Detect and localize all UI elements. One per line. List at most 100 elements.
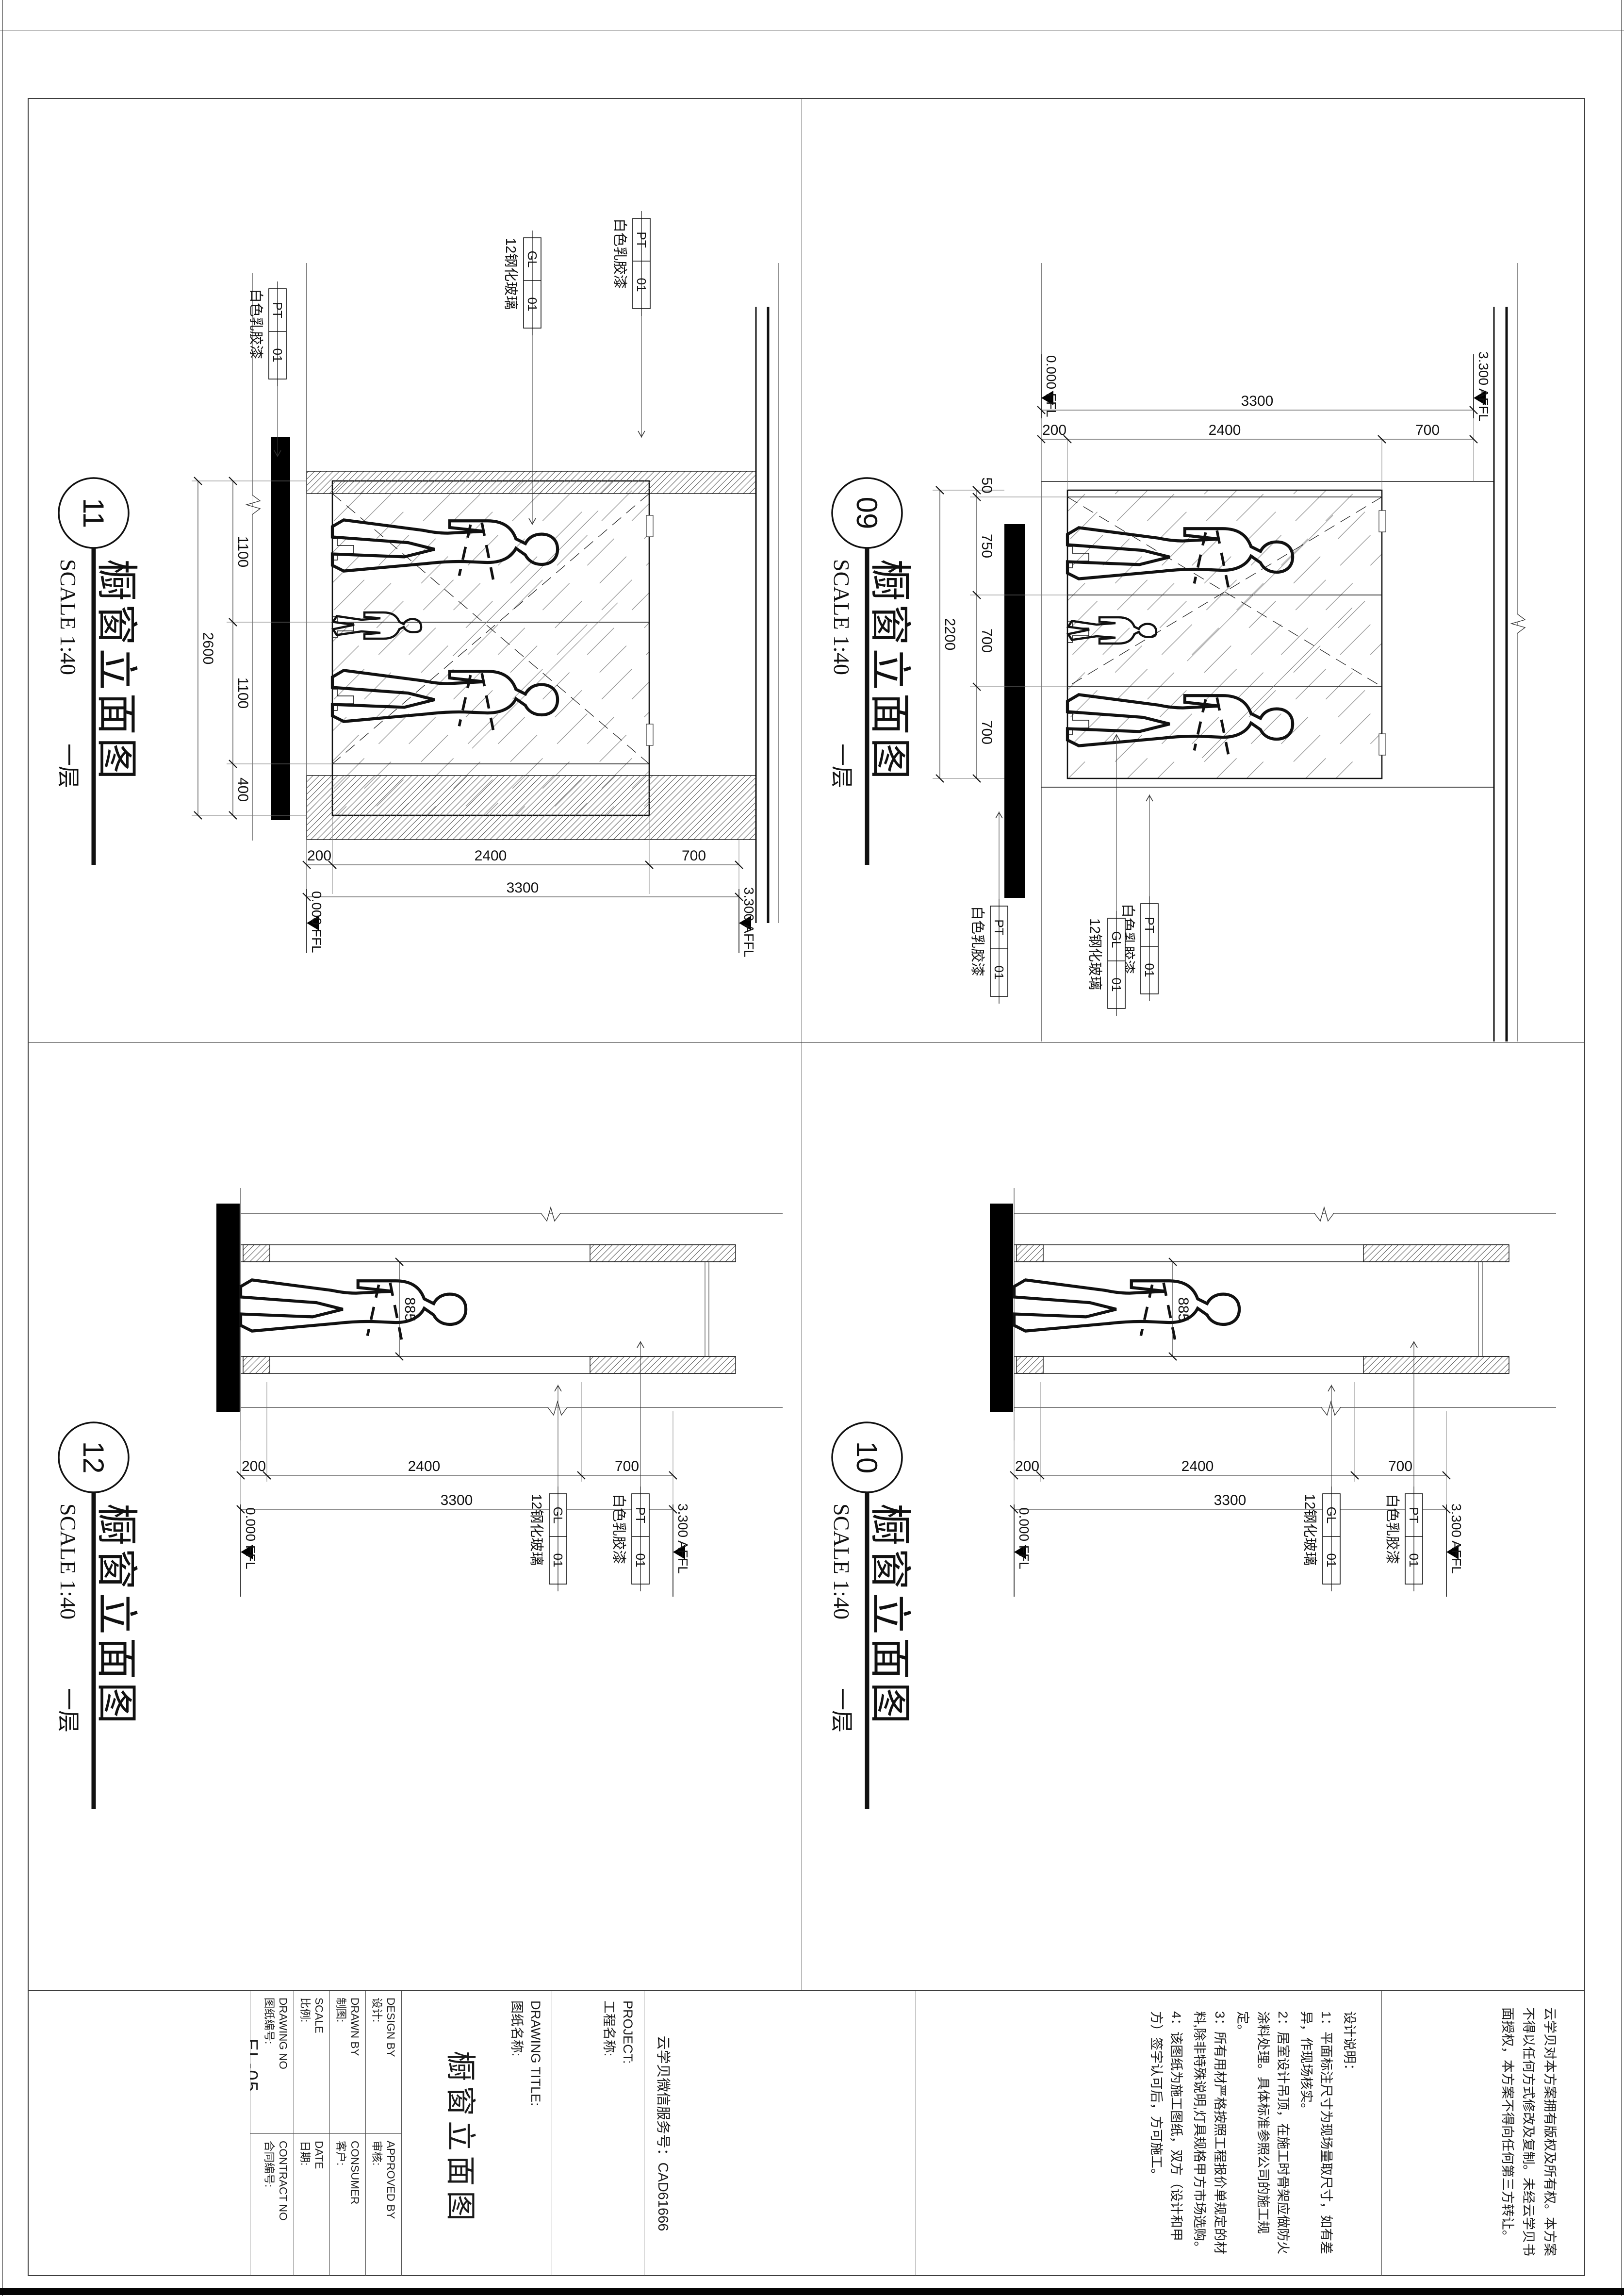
title-block: 云学贝对本方案拥有版权及所有权。本方案不得以任何方式修改及复制。未经云学贝书面授…	[28, 1990, 1585, 2276]
wechat-service-number: 云学贝微信服务号：CAD61666	[655, 2035, 671, 2231]
p12-mat1-code: PT	[633, 1507, 648, 1523]
field-date-en: DATE	[313, 2141, 325, 2169]
p11-dim-1100a: 1100	[235, 536, 251, 568]
p12-mat1-no: 01	[633, 1553, 648, 1568]
field-consumer-zh: 客户:	[334, 2141, 347, 2166]
p09-level-ffl: 0.000 FFL	[1044, 355, 1059, 417]
field-approved-by-zh: 审核:	[370, 2141, 383, 2166]
p12-level-ffl: 0.000 FFL	[243, 1507, 258, 1569]
p12-title: 橱窗立面图	[93, 1503, 140, 1727]
field-scale: SCALE 比例:	[294, 1991, 329, 2134]
p12-mat0-code: GL	[551, 1507, 565, 1524]
p11-ceiling-lines	[755, 263, 779, 923]
p09-dim-200: 200	[1042, 422, 1066, 438]
p12-dim-700: 700	[615, 1458, 639, 1474]
p09-mat2-code: PT	[992, 919, 1006, 935]
panel-10-section: 885 700 2400 200 3300 0.000 FFL 3.300 AF…	[829, 1042, 1585, 1990]
p11-mat2-name: 白色乳胶漆	[248, 289, 264, 359]
field-contract-no-zh: 合同编号:	[262, 2141, 275, 2188]
p09-mat2-no: 01	[992, 966, 1006, 980]
p11-dim-200: 200	[307, 848, 331, 864]
field-contract-no: CONTRACT NO 合同编号:	[250, 2134, 294, 2276]
p11-dim-wtotal: 2600	[200, 632, 216, 665]
copyright-cell: 云学贝对本方案拥有版权及所有权。本方案不得以任何方式修改及复制。未经云学贝书面授…	[1381, 1991, 1585, 2276]
field-drawing-no-value: EL-05	[250, 2038, 262, 2093]
p10-dim-700: 700	[1388, 1458, 1412, 1474]
field-drawn-by: DRAWN BY 制图:	[329, 1991, 365, 2134]
paper-edge-top	[1621, 0, 1622, 2296]
p11-mat0-code: PT	[634, 231, 649, 248]
p09-window-bay	[1041, 481, 1494, 788]
p10-dim-total: 3300	[1214, 1492, 1247, 1508]
p09-floor: 一层	[829, 743, 854, 788]
p11-width-dims: 1100 1100 400 2600	[192, 476, 332, 820]
p09-mat0-code: PT	[1142, 917, 1157, 933]
drawing-title-label-en: DRAWING TITLE:	[528, 2000, 543, 2106]
field-drawing-no-en: DRAWING NO	[277, 1998, 289, 2069]
p09-scale: SCALE 1:40	[829, 559, 854, 675]
p09-dim-total: 3300	[1241, 393, 1274, 409]
p11-floor	[246, 263, 307, 923]
p11-mat2-no: 01	[270, 348, 285, 363]
p09-number: 09	[851, 497, 883, 529]
p09-mat1-code: GL	[1109, 931, 1124, 948]
p11-dim-700: 700	[682, 848, 706, 864]
p10-mat0-no: 01	[1324, 1553, 1339, 1568]
panel-11-elevation: 700 2400 200 3300 0.000 FFL 3.300 AFFL	[56, 211, 779, 958]
p09-mat0-no: 01	[1142, 963, 1157, 977]
p10-floor: 一层	[829, 1688, 854, 1733]
p11-material-labels: PT 01 白色乳胶漆 GL 01 12钢化玻璃 PT 01 白色乳胶漆	[248, 211, 651, 525]
project-label-zh: 工程名称:	[601, 2000, 616, 2057]
p11-mat0-name: 白色乳胶漆	[612, 218, 628, 289]
field-approved-by: APPROVED BY 审核:	[365, 2134, 401, 2276]
p10-mat1-code: PT	[1407, 1507, 1421, 1523]
p09-dim-50: 50	[979, 477, 995, 493]
field-date: DATE 日期:	[294, 2134, 329, 2276]
p12-scale: SCALE 1:40	[56, 1503, 81, 1619]
field-date-zh: 日期:	[298, 2141, 311, 2166]
p10-number: 10	[851, 1441, 883, 1474]
p10-level-ffl: 0.000 FFL	[1017, 1507, 1032, 1569]
p10-mat1-name: 白色乳胶漆	[1384, 1494, 1400, 1564]
p11-title-group: 11 橱窗立面图 SCALE 1:40 一层	[56, 477, 140, 865]
field-drawing-no-zh: 图纸编号:	[262, 1998, 275, 2045]
p09-height-dims: 200 2400 700 3300	[1036, 393, 1478, 489]
field-design-by-zh: 设计:	[370, 1998, 383, 2023]
p11-height-dims: 700 2400 200 3300	[302, 816, 744, 923]
p11-dim-1100b: 1100	[235, 677, 251, 709]
field-scale-zh: 比例:	[298, 1998, 311, 2023]
p12-number: 12	[77, 1441, 110, 1474]
p12-dim-885: 885	[402, 1297, 418, 1321]
p10-level-affl: 3.300 AFFL	[1449, 1503, 1464, 1574]
p09-mat1-no: 01	[1109, 978, 1124, 992]
design-notes-cell: 设计说明： 1：平面标注尺寸为现场量取尺寸，如有差异，作现场核实。 2：居室设计…	[916, 1991, 1381, 2276]
p12-dim-200: 200	[242, 1458, 266, 1474]
drawing-title-label-zh: 图纸名称:	[509, 2000, 524, 2057]
service-number-cell: 云学贝微信服务号：CAD61666	[644, 1991, 916, 2276]
field-drawing-no: DRAWING NO 图纸编号: EL-05	[250, 1991, 294, 2134]
p09-material-labels: PT 01 白色乳胶漆 GL 01 12钢化玻璃 PT 01 白色乳胶漆	[969, 734, 1159, 1016]
design-note-4: 4：该图纸为施工图纸，双方（设计和甲方）签字认可后，方可施工。	[1148, 2011, 1184, 2242]
p09-dim-700b: 700	[979, 720, 995, 744]
p10-scale: SCALE 1:40	[829, 1503, 854, 1619]
p11-title: 橱窗立面图	[93, 559, 140, 782]
drawing-title-cell: DRAWING TITLE: 图纸名称: 橱窗立面图	[401, 1991, 552, 2276]
p10-mat1-no: 01	[1407, 1553, 1421, 1568]
p11-level-ffl: 0.000 FFL	[309, 891, 324, 953]
fields-grid: DESIGN BY 设计: APPROVED BY 审核: DRAWN BY 制…	[250, 1991, 401, 2276]
p11-mat1-name: 12钢化玻璃	[503, 238, 519, 310]
paper-binding-edge	[0, 2288, 1624, 2295]
p12-mat0-name: 12钢化玻璃	[528, 1494, 544, 1566]
p11-mat1-no: 01	[525, 297, 540, 312]
drawing-title-value: 橱窗立面图	[443, 2050, 477, 2226]
field-drawn-by-zh: 制图:	[334, 1998, 347, 2023]
project-label-en: PROJECT:	[621, 2000, 635, 2064]
p10-title: 橱窗立面图	[867, 1503, 913, 1727]
p09-width-dims: 50 750 700 700 2200	[933, 477, 1067, 783]
field-approved-by-en: APPROVED BY	[385, 2141, 397, 2219]
p12-mat0-no: 01	[551, 1553, 565, 1568]
p10-dim-885: 885	[1175, 1297, 1191, 1321]
p12-dim-total: 3300	[441, 1492, 473, 1508]
